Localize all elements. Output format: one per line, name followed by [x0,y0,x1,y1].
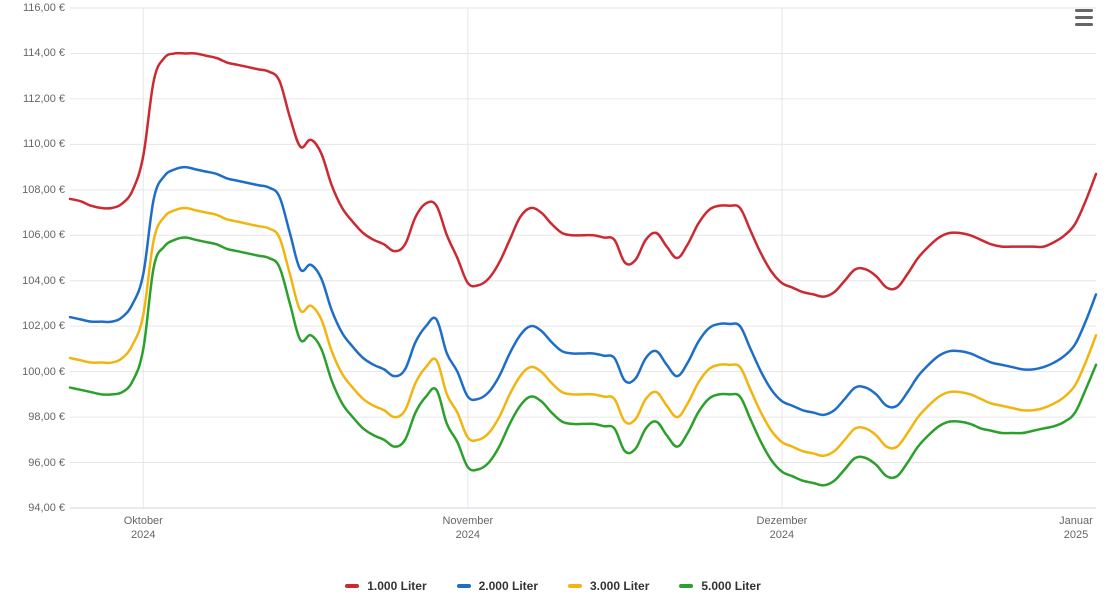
y-tick-label: 94,00 € [5,502,65,514]
y-tick-label: 100,00 € [5,366,65,378]
chart-canvas [0,0,1106,603]
legend-item-3[interactable]: 5.000 Liter [679,579,760,593]
legend-item-2[interactable]: 3.000 Liter [568,579,649,593]
price-chart: 94,00 € 96,00 € 98,00 € 100,00 € 102,00 € 104… [0,0,1106,603]
y-tick-label: 102,00 € [5,320,65,332]
y-tick-label: 108,00 € [5,184,65,196]
legend-item-0[interactable]: 1.000 Liter [345,579,426,593]
legend-label: 2.000 Liter [479,579,538,593]
y-tick-label: 110,00 € [5,138,65,150]
series-line-1[interactable] [70,167,1096,415]
y-tick-label: 112,00 € [5,93,65,105]
x-tick-label: Dezember2024 [757,514,808,543]
y-tick-label: 116,00 € [5,2,65,14]
legend-swatch [679,584,693,588]
hamburger-menu-icon[interactable] [1072,6,1096,28]
x-tick-label: November2024 [442,514,493,543]
y-tick-label: 104,00 € [5,275,65,287]
series-line-3[interactable] [70,238,1096,486]
legend-swatch [457,584,471,588]
x-tick-label: Januar2025 [1059,514,1093,543]
legend-swatch [345,584,359,588]
series-line-2[interactable] [70,208,1096,456]
legend-label: 1.000 Liter [367,579,426,593]
y-tick-label: 98,00 € [5,411,65,423]
series-line-0[interactable] [70,53,1096,297]
legend-label: 3.000 Liter [590,579,649,593]
y-tick-label: 106,00 € [5,229,65,241]
y-tick-label: 96,00 € [5,457,65,469]
x-tick-label: Oktober2024 [124,514,163,543]
y-tick-label: 114,00 € [5,47,65,59]
legend-label: 5.000 Liter [701,579,760,593]
legend: 1.000 Liter 2.000 Liter 3.000 Liter 5.000 L… [0,579,1106,593]
legend-item-1[interactable]: 2.000 Liter [457,579,538,593]
legend-swatch [568,584,582,588]
